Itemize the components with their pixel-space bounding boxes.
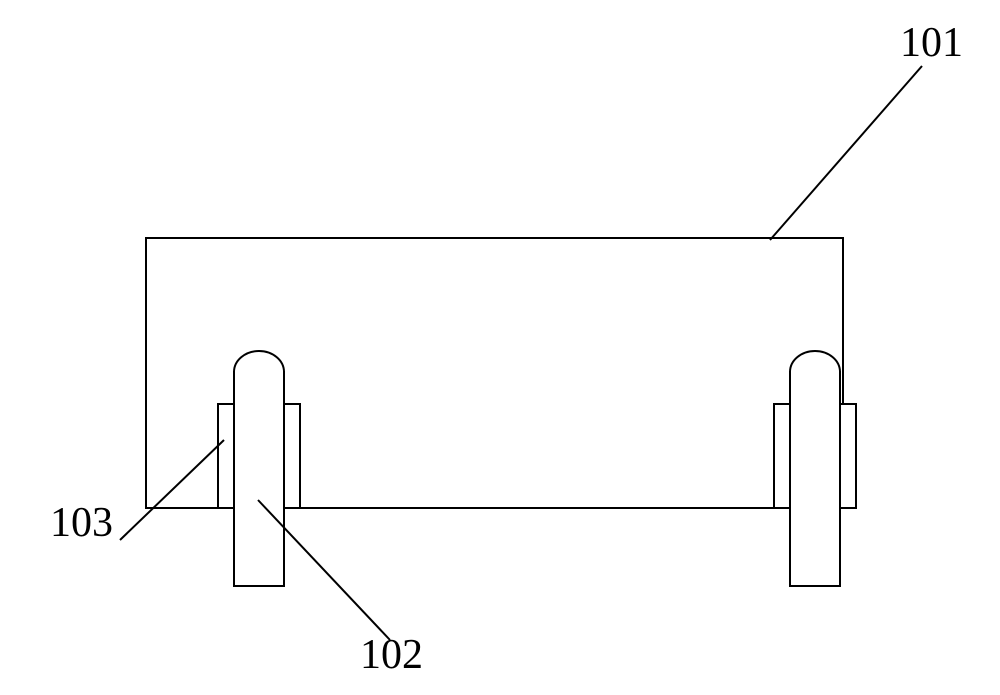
bracket-tab-2	[774, 404, 790, 508]
bracket-tab-0	[218, 404, 234, 508]
peg-0	[234, 351, 284, 586]
label-102: 102	[360, 632, 423, 678]
label-103: 103	[50, 500, 113, 546]
peg-1	[790, 351, 840, 586]
bracket-tab-1	[284, 404, 300, 508]
leader-101	[770, 66, 922, 240]
label-101: 101	[900, 20, 963, 66]
peg-shaft	[790, 372, 840, 586]
bracket-tab-3	[840, 404, 856, 508]
peg-shaft	[234, 372, 284, 586]
